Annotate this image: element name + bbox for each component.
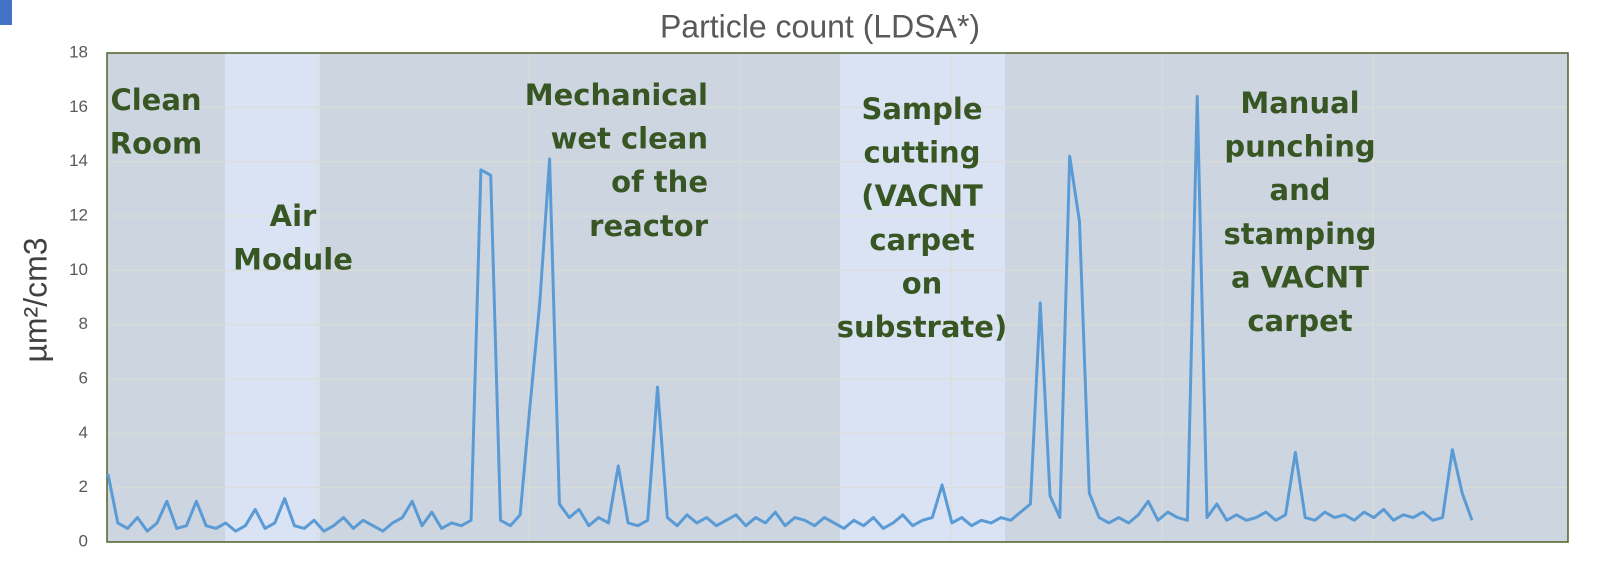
band (320, 53, 840, 542)
region-label: cutting (864, 136, 981, 170)
y-tick-label: 0 (79, 531, 88, 550)
y-tick-label: 8 (79, 314, 88, 333)
region-label: Clean (110, 83, 201, 117)
y-tick-label: 6 (79, 368, 88, 387)
y-tick-label: 12 (69, 205, 88, 224)
y-tick-label: 16 (69, 97, 88, 116)
band (840, 53, 1005, 542)
region-label: substrate) (837, 310, 1007, 344)
plot-bands (107, 53, 1568, 542)
band (225, 53, 320, 542)
band (107, 53, 225, 542)
region-label: stamping (1223, 217, 1376, 251)
region-label: Mechanical (525, 78, 708, 112)
y-tick-label: 14 (69, 151, 88, 170)
band (1005, 53, 1568, 542)
region-label: Room (110, 127, 202, 161)
region-label: of the (611, 165, 708, 199)
region-label: carpet (869, 223, 974, 257)
region-label: Sample (861, 92, 982, 126)
region-label: punching (1224, 130, 1375, 164)
region-label: (VACNT (861, 179, 983, 213)
region-label: Module (233, 243, 353, 277)
region-label: Manual (1240, 86, 1359, 120)
region-label: reactor (589, 209, 709, 243)
vertical-grid (317, 53, 1374, 542)
y-tick-label: 2 (79, 477, 88, 496)
plot-frame (106, 52, 1569, 543)
region-label: a VACNT (1231, 260, 1369, 294)
region-label: Air (270, 199, 317, 233)
region-label: wet clean (551, 122, 708, 156)
y-tick-label: 4 (79, 423, 88, 442)
corner-marker (0, 0, 12, 25)
y-tick-label: 10 (69, 260, 88, 279)
chart-title: Particle count (LDSA*) (660, 8, 980, 44)
data-line (106, 94, 1474, 533)
y-tick-label: 18 (69, 42, 88, 61)
region-label: carpet (1247, 304, 1352, 338)
region-label: and (1270, 173, 1331, 207)
region-label: on (902, 266, 943, 300)
y-axis-label: µm²/cm3 (17, 237, 53, 362)
